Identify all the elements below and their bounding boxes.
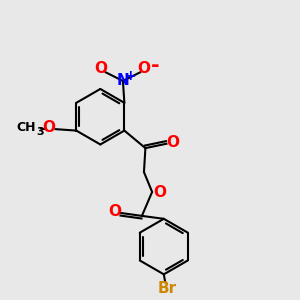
Text: O: O <box>137 61 150 76</box>
Text: O: O <box>94 61 107 76</box>
Text: O: O <box>166 135 179 150</box>
Text: 3: 3 <box>36 127 44 137</box>
Text: O: O <box>108 204 121 219</box>
Text: N: N <box>116 74 129 88</box>
Text: -: - <box>151 56 159 76</box>
Text: CH: CH <box>16 121 36 134</box>
Text: Br: Br <box>157 281 176 296</box>
Text: O: O <box>153 185 166 200</box>
Text: O: O <box>42 120 55 135</box>
Text: +: + <box>125 69 136 83</box>
